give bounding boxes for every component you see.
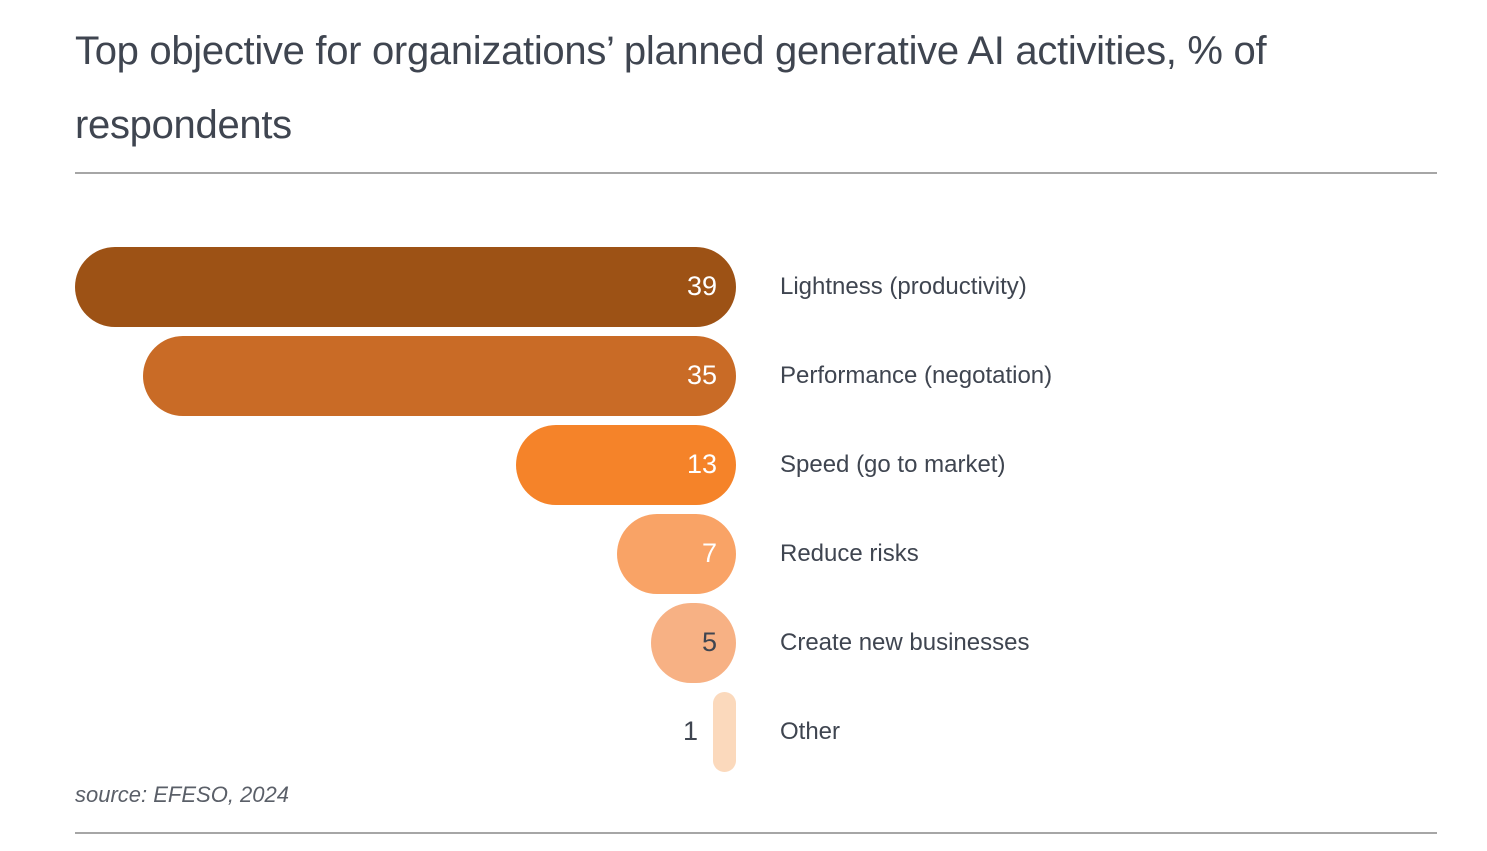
chart-row: 1 Other	[75, 687, 1437, 776]
chart-title: Top objective for organizations’ planned…	[75, 29, 1267, 147]
bar: 13	[516, 424, 736, 505]
bar-value: 1	[682, 716, 698, 746]
title-divider	[75, 172, 1437, 174]
bar	[713, 691, 736, 772]
chart-row: 39 Lightness (productivity)	[75, 242, 1437, 331]
bar-category-label: Lightness (productivity)	[780, 272, 1027, 300]
bar-category-label: Create new businesses	[780, 628, 1030, 656]
bar-value: 5	[701, 627, 717, 657]
bar-chart: 39 Lightness (productivity) 35 Performance …	[75, 242, 1437, 776]
bar-value: 35	[686, 360, 717, 390]
source-note: source: EFESO, 2024	[75, 782, 289, 807]
bar-category-label: Reduce risks	[780, 539, 919, 567]
bar-track: 39	[75, 246, 736, 327]
bar-category-label: Other	[780, 717, 841, 745]
chart-row: 35 Performance (negotation)	[75, 331, 1437, 420]
bottom-divider	[75, 832, 1437, 834]
chart-row: 7 Reduce risks	[75, 509, 1437, 598]
bar: 5	[651, 602, 736, 683]
bar-category-label: Speed (go to market)	[780, 450, 1006, 478]
bar: 39	[75, 246, 736, 327]
bar-track: 1	[75, 691, 736, 772]
bar-category-label: Performance (negotation)	[780, 361, 1053, 389]
bar-value: 13	[686, 449, 717, 479]
bar-track: 13	[75, 424, 736, 505]
bar: 35	[143, 335, 736, 416]
chart-row: 5 Create new businesses	[75, 598, 1437, 687]
bar-value: 7	[701, 538, 717, 568]
bar-track: 5	[75, 602, 736, 683]
chart-row: 13 Speed (go to market)	[75, 420, 1437, 509]
bar-value: 39	[686, 271, 717, 301]
bar-track: 35	[75, 335, 736, 416]
bar: 7	[617, 513, 736, 594]
bar-track: 7	[75, 513, 736, 594]
